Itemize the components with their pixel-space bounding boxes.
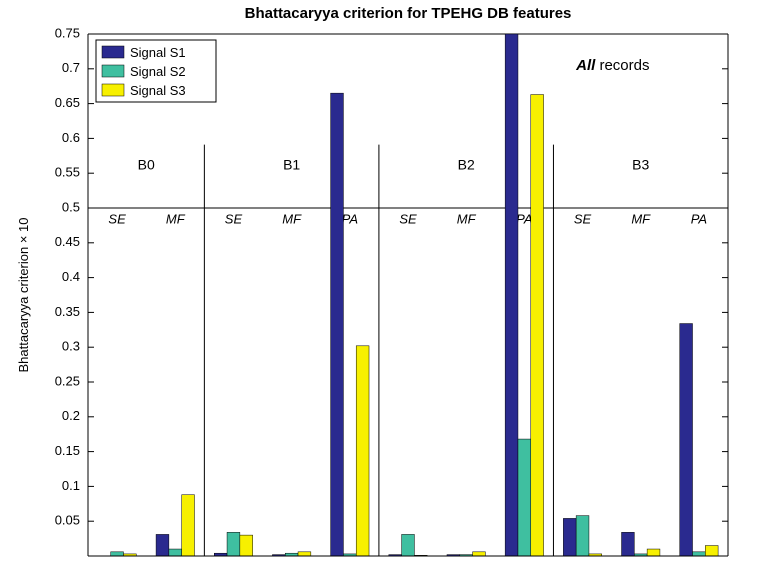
group-label: SE [108,211,126,226]
bar-B2-MF-s3 [473,552,486,556]
bar-B1-PA-s1 [331,93,344,556]
bar-B0-MF-s2 [169,549,182,556]
group-label: SE [399,211,417,226]
group-label: MF [631,211,651,226]
bhattacharyya-bar-chart: Bhattacaryya criterion for TPEHG DB feat… [0,0,760,576]
y-axis-label: Bhattacaryya criterion × 10 [16,218,31,373]
bar-B1-PA-s3 [356,346,369,556]
bar-B1-MF-s3 [298,552,311,556]
bar-B2-PA-s3 [531,95,544,556]
section-label: B2 [458,157,475,173]
bar-B2-PA-s2 [518,439,531,556]
legend-label-s2: Signal S2 [130,64,186,79]
bar-B3-SE-s1 [563,518,576,556]
section-label: B0 [138,157,155,173]
legend-swatch-s1 [102,46,124,58]
bar-B3-MF-s3 [647,549,660,556]
chart-title: Bhattacaryya criterion for TPEHG DB feat… [245,5,572,22]
ytick-label: 0.75 [55,25,80,40]
records-annotation: All records [575,57,649,74]
bar-B3-PA-s1 [680,324,693,556]
legend-label-s1: Signal S1 [130,45,186,60]
group-label: PA [691,211,707,226]
bar-B3-PA-s3 [705,546,718,556]
ytick-label: 0.6 [62,130,80,145]
legend-swatch-s2 [102,65,124,77]
group-label: MF [166,211,186,226]
ytick-label: 0.5 [62,199,80,214]
bar-B3-PA-s2 [693,552,706,556]
bar-B1-SE-s3 [240,535,253,556]
bar-B3-MF-s1 [622,532,635,556]
ytick-label: 0.65 [55,95,80,110]
section-label: B1 [283,157,300,173]
ytick-label: 0.7 [62,60,80,75]
ytick-label: 0.15 [55,443,80,458]
ytick-label: 0.3 [62,339,80,354]
ytick-label: 0.2 [62,408,80,423]
group-label: PA [516,211,532,226]
ytick-label: 0.35 [55,304,80,319]
ytick-label: 0.1 [62,478,80,493]
ytick-label: 0.4 [62,269,80,284]
group-label: MF [457,211,477,226]
ytick-label: 0.45 [55,234,80,249]
bar-B0-MF-s3 [182,495,195,556]
section-label: B3 [632,157,649,173]
bar-B3-SE-s2 [576,516,589,556]
ytick-label: 0.05 [55,513,80,528]
ytick-label: 0.25 [55,373,80,388]
bar-B0-MF-s1 [156,534,169,556]
group-label: PA [342,211,358,226]
bar-B0-SE-s2 [111,552,124,556]
group-label: SE [225,211,243,226]
group-label: MF [282,211,302,226]
ytick-label: 0.55 [55,165,80,180]
bar-B2-PA-s1 [505,34,518,556]
bar-B2-SE-s2 [402,534,415,556]
legend-swatch-s3 [102,84,124,96]
bar-B1-SE-s2 [227,532,240,556]
legend-label-s3: Signal S3 [130,83,186,98]
group-label: SE [574,211,592,226]
